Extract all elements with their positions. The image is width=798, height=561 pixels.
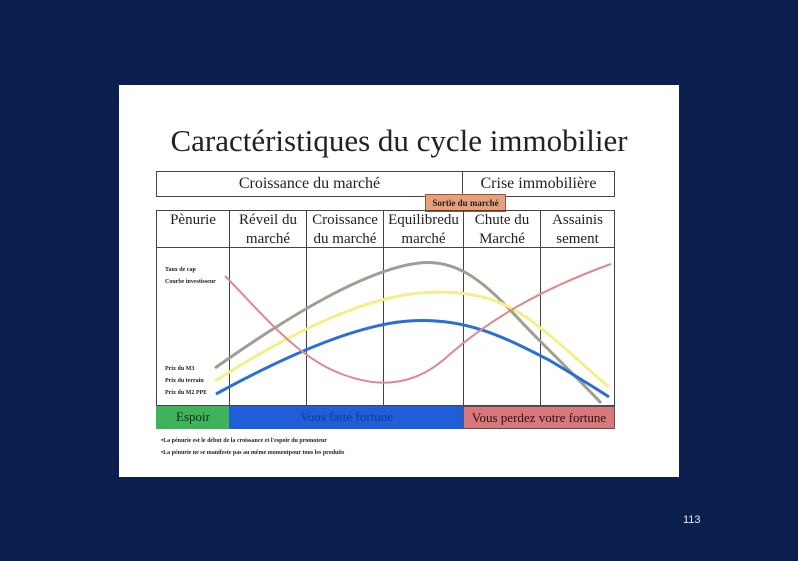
lose-segment: Vous perdez votre fortune	[463, 406, 615, 429]
grey-curve	[214, 260, 603, 405]
market-exit-tag: Sortie du marché	[425, 194, 506, 212]
slide-card: Caractéristiques du cycle immobilier Cro…	[119, 85, 679, 477]
blue-curve	[215, 319, 610, 399]
phase-equilibrium: Equilibredu marché	[383, 210, 464, 248]
yellow-curve	[214, 290, 610, 389]
note-1: •La pénurie est le début de la croissanc…	[161, 438, 327, 444]
note-2: •La pénurie ne se manifeste pas au même …	[161, 450, 345, 456]
label-investor-curve: Courbe investisseur	[165, 279, 216, 285]
cycle-chart-frame	[156, 247, 615, 406]
hope-segment: Espoir	[156, 406, 230, 429]
label-price-m2-ppe: Prix du M2 PPE	[165, 390, 207, 396]
slide-title: Caractéristiques du cycle immobilier	[170, 123, 628, 158]
fortune-segment: Vous faite fortune	[229, 406, 464, 429]
label-price-m3: Prix du M3	[165, 366, 194, 372]
label-cap-rate: Taux de cap	[165, 267, 196, 273]
crisis-banner: Crise immobilière	[462, 171, 615, 197]
page-number: 113	[683, 514, 701, 526]
label-land-price: Prix du terrain	[165, 378, 204, 384]
phase-growth: Croissance du marché	[306, 210, 384, 248]
pink-curve	[224, 263, 612, 384]
cycle-curves: Taux de cap Courbe investisseur Prix du …	[165, 247, 612, 406]
